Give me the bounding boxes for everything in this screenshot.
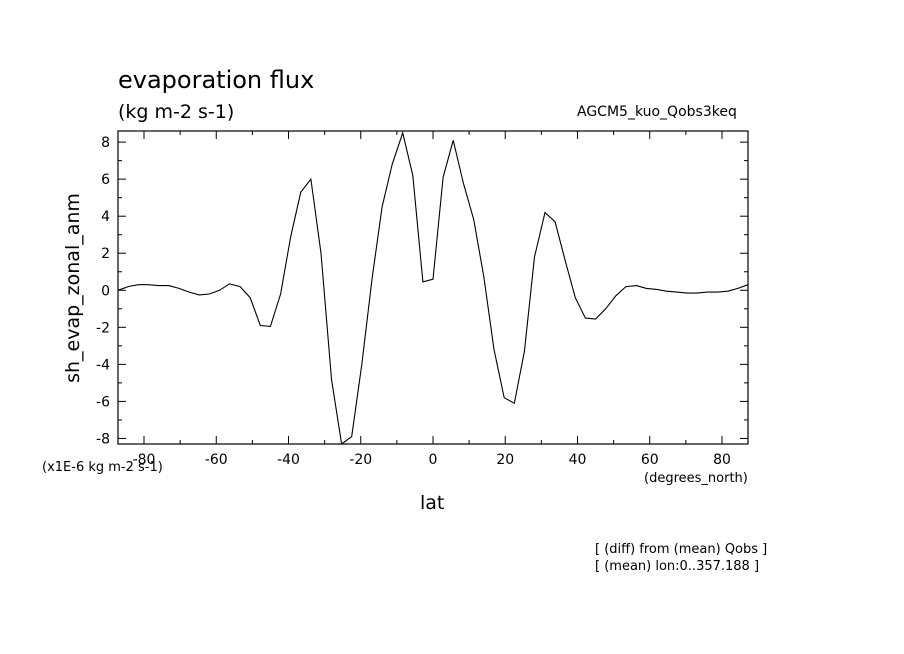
scale-note: (x1E-6 kg m-2 s-1)	[42, 460, 163, 475]
x-axis-label: lat	[420, 492, 445, 514]
x-units: (degrees_north)	[644, 471, 748, 486]
note-line-1: [ (diff) from (mean) Qobs ]	[595, 542, 768, 557]
y-tick-label: -4	[96, 357, 110, 373]
x-tick-label: 40	[569, 452, 587, 468]
x-tick-label: 60	[641, 452, 659, 468]
plot-frame	[117, 130, 749, 445]
y-tick-label: 0	[101, 283, 110, 299]
x-tick-label: -60	[205, 452, 228, 468]
y-tick-label: -2	[96, 320, 110, 336]
x-tick-label: 0	[429, 452, 438, 468]
y-tick-label: -8	[96, 431, 110, 447]
x-tick-label: -40	[277, 452, 300, 468]
x-tick-label: 20	[496, 452, 514, 468]
chart-title: evaporation flux	[118, 66, 315, 94]
x-tick-label: -80	[133, 452, 156, 468]
chart-units: (kg m-2 s-1)	[118, 101, 235, 123]
y-tick-label: 8	[101, 135, 110, 151]
x-tick-label: -20	[349, 452, 372, 468]
series-line	[117, 130, 749, 445]
y-tick-label: -6	[96, 394, 110, 410]
case-name: AGCM5_kuo_Qobs3keq	[577, 104, 737, 120]
y-tick-label: 4	[101, 209, 110, 225]
x-tick-label: 80	[713, 452, 731, 468]
y-tick-label: 6	[101, 172, 110, 188]
note-line-2: [ (mean) lon:0..357.188 ]	[595, 559, 760, 574]
y-tick-label: 2	[101, 246, 110, 262]
